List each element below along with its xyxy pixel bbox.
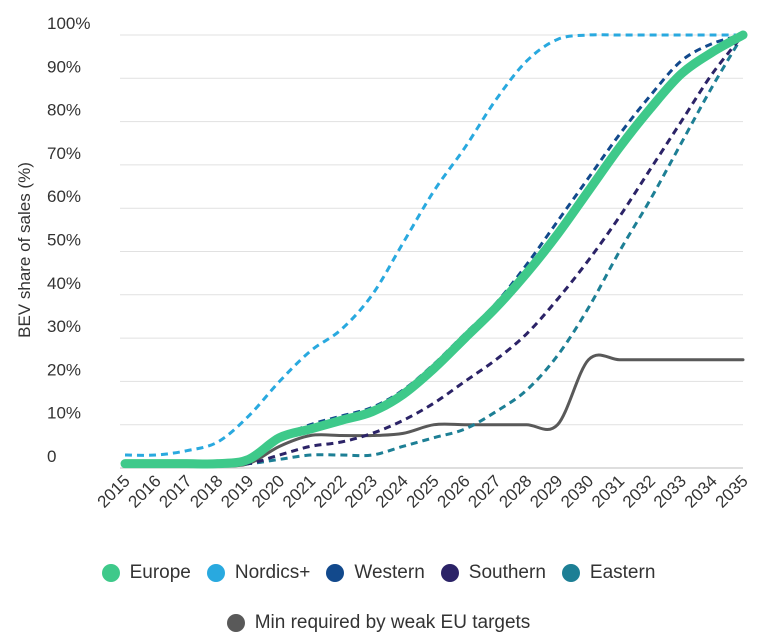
x-tick-label: 2025 xyxy=(403,471,443,511)
legend-dot-nordics xyxy=(206,564,225,582)
legend-label-western: Western xyxy=(354,562,425,583)
y-tick-label: 40% xyxy=(47,274,81,293)
legend-dot-min-required xyxy=(226,614,245,632)
legend-item-southern: Southern xyxy=(440,562,546,584)
x-tick-label: 2024 xyxy=(372,471,412,511)
x-tick-label: 2028 xyxy=(495,471,535,511)
y-tick-label: 30% xyxy=(47,317,81,336)
x-tick-label: 2020 xyxy=(248,471,288,511)
x-tick-label: 2021 xyxy=(279,471,319,511)
series-line-europe xyxy=(120,30,748,469)
x-tick-label: 2016 xyxy=(125,471,165,511)
x-tick-label: 2018 xyxy=(186,471,226,511)
gridlines xyxy=(120,34,743,469)
bev-share-chart: 010%20%30%40%50%60%70%80%90%100% 2015201… xyxy=(15,14,752,512)
y-tick-labels: 0 10% 20% 30% 40% 50% 60% 70% 80% 90% 100% xyxy=(47,14,90,466)
x-tick-label: 2033 xyxy=(650,471,690,511)
legend-dot-europe xyxy=(101,564,120,582)
x-tick-label: 2027 xyxy=(464,471,504,511)
x-tick-label: 2035 xyxy=(712,471,752,511)
x-tick-label: 2015 xyxy=(94,471,134,511)
series-lines xyxy=(120,30,748,469)
y-axis-label: BEV share of sales (%) xyxy=(15,162,34,338)
legend-label-southern: Southern xyxy=(468,562,546,583)
x-tick-label: 2030 xyxy=(557,471,597,511)
legend-label-eastern: Eastern xyxy=(589,562,656,583)
y-tick-label: 60% xyxy=(47,187,81,206)
x-tick-label: 2029 xyxy=(526,471,566,511)
y-tick-label: 20% xyxy=(47,360,81,379)
legend-item-western: Western xyxy=(326,562,425,584)
legend-item-eastern: Eastern xyxy=(561,562,656,584)
x-tick-label: 2017 xyxy=(155,471,195,511)
legend-dot-eastern xyxy=(561,564,580,582)
y-tick-label: 90% xyxy=(47,57,81,76)
legend-item-nordics: Nordics+ xyxy=(206,562,311,584)
x-tick-label: 2032 xyxy=(619,471,659,511)
y-tick-label: 100% xyxy=(47,14,90,33)
x-tick-labels: 2015201620172018201920202021202220232024… xyxy=(94,471,752,511)
legend-label-nordics: Nordics+ xyxy=(234,562,311,583)
x-tick-label: 2026 xyxy=(434,471,474,511)
x-tick-label: 2034 xyxy=(681,471,721,511)
series-line-eastern xyxy=(124,34,745,466)
legend-row-1: Europe Nordics+ Western Southern Eastern xyxy=(0,562,757,584)
legend-dot-western xyxy=(326,564,345,582)
x-tick-label: 2019 xyxy=(217,471,257,511)
y-tick-label: 10% xyxy=(47,404,81,423)
series-line-western xyxy=(124,33,744,466)
series-line-southern xyxy=(124,34,745,466)
y-tick-label: 70% xyxy=(47,144,81,163)
legend-label-europe: Europe xyxy=(129,562,191,583)
legend-item-europe: Europe xyxy=(101,562,191,584)
x-tick-label: 2023 xyxy=(341,471,381,511)
y-tick-label: 0 xyxy=(47,447,56,466)
y-tick-label: 50% xyxy=(47,231,81,250)
y-tick-label: 80% xyxy=(47,101,81,120)
series-line-nordics xyxy=(124,33,743,457)
x-tick-label: 2022 xyxy=(310,471,350,511)
legend-label-min-required: Min required by weak EU targets xyxy=(254,612,531,633)
legend-row-2: Min required by weak EU targets xyxy=(0,612,757,634)
legend-dot-southern xyxy=(440,564,459,582)
legend-item-min-required: Min required by weak EU targets xyxy=(226,612,531,634)
x-tick-label: 2031 xyxy=(588,471,628,511)
